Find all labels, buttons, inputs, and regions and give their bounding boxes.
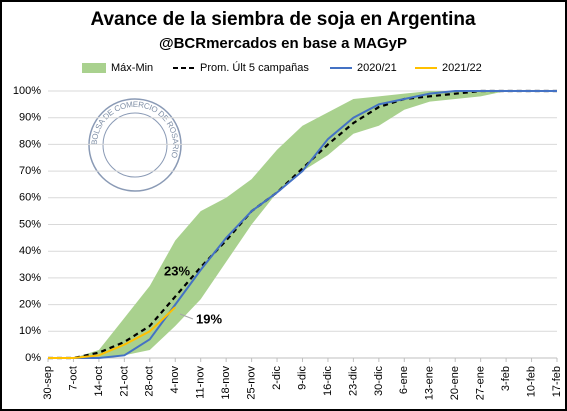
- x-tick-label: 4-nov: [169, 366, 181, 394]
- logo-inner-ring: [102, 112, 168, 178]
- y-tick-label: 10%: [19, 325, 41, 337]
- x-tick-label: 11-nov: [195, 366, 207, 399]
- annotation: 19%: [196, 311, 222, 326]
- legend-label: 2020/21: [357, 62, 397, 74]
- x-tick-label: 6-ene: [398, 366, 410, 394]
- x-tick-label: 25-nov: [246, 366, 258, 400]
- x-tick-label: 30-dic: [373, 366, 385, 396]
- y-tick-label: 100%: [13, 85, 41, 97]
- y-tick-label: 80%: [19, 138, 41, 150]
- y-tick-label: 50%: [19, 218, 41, 230]
- legend-label: Máx-Min: [111, 62, 153, 74]
- y-tick-label: 0%: [25, 352, 41, 364]
- legend-label: 2021/22: [442, 62, 482, 74]
- x-tick-label: 2-dic: [271, 366, 283, 390]
- y-tick-label: 40%: [19, 245, 41, 257]
- series-line: [48, 90, 557, 359]
- x-tick-label: 18-nov: [220, 366, 232, 400]
- x-tick-label: 14-oct: [93, 366, 105, 397]
- legend-swatch: [82, 63, 106, 73]
- y-tick-label: 90%: [19, 112, 41, 124]
- x-tick-label: 13-ene: [424, 366, 436, 400]
- band-area: [48, 91, 557, 358]
- x-tick-label: 27-ene: [475, 366, 487, 400]
- x-tick-label: 21-oct: [118, 366, 130, 397]
- y-tick-label: 60%: [19, 192, 41, 204]
- x-tick-label: 7-oct: [67, 366, 79, 390]
- annotation: 23%: [164, 263, 190, 278]
- y-tick-label: 20%: [19, 299, 41, 311]
- y-tick-label: 70%: [19, 165, 41, 177]
- series-line: [48, 306, 176, 359]
- x-tick-label: 10-feb: [525, 366, 537, 397]
- x-tick-label: 3-feb: [500, 366, 512, 391]
- x-tick-label: 20-ene: [449, 366, 461, 400]
- legend-label: Prom. Últ 5 campañas: [200, 61, 309, 74]
- x-tick-label: 16-dic: [322, 366, 334, 396]
- annotation-leader: [179, 313, 194, 320]
- chart-title: Avance de la siembra de soja en Argentin…: [90, 9, 475, 30]
- x-tick-label: 9-dic: [296, 366, 308, 390]
- y-tick-label: 30%: [19, 272, 41, 284]
- chart-subtitle: @BCRmercados en base a MAGyP: [159, 35, 407, 52]
- x-tick-label: 28-oct: [144, 366, 156, 397]
- x-tick-label: 17-feb: [551, 366, 563, 397]
- logo-ring: [88, 98, 182, 192]
- x-tick-label: 30-sep: [42, 366, 54, 400]
- x-tick-label: 23-dic: [347, 366, 359, 396]
